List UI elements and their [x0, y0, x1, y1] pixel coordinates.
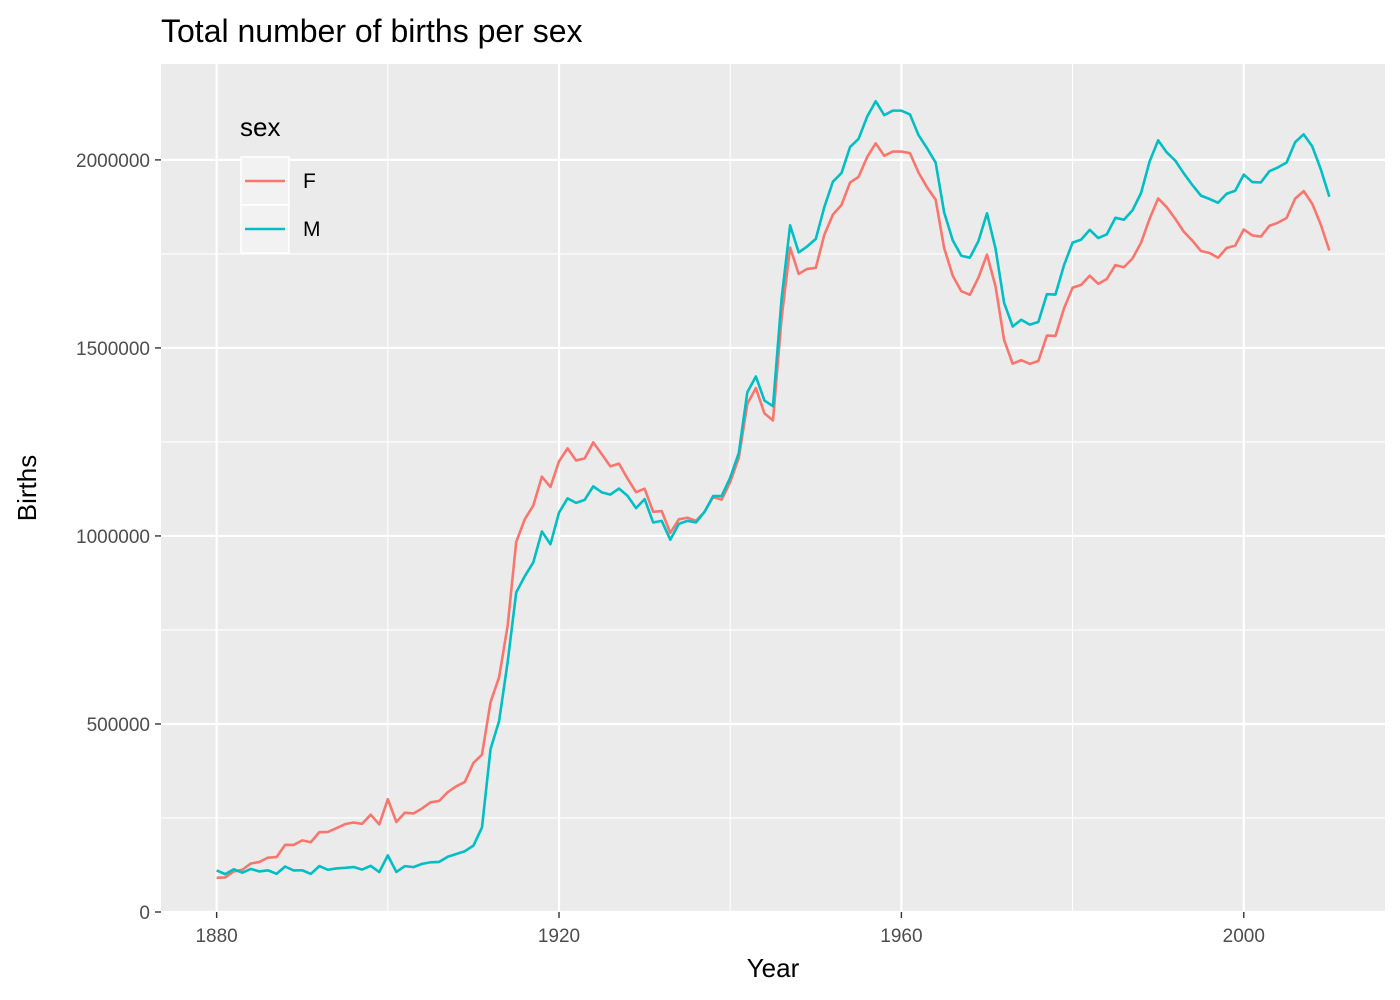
legend: sex F M [240, 112, 321, 254]
series-line-F [216, 142, 1331, 880]
y-tick-label: 0 [139, 903, 150, 924]
y-tick-label: 2000000 [76, 151, 150, 172]
plot-panel [161, 64, 1385, 912]
legend-title: sex [240, 112, 280, 142]
legend-label-M: M [303, 218, 321, 241]
x-tick-label: 1960 [880, 926, 922, 947]
y-tick-label: 1500000 [76, 339, 150, 360]
series-layer [216, 99, 1331, 880]
chart-title: Total number of births per sex [161, 13, 583, 49]
x-tick-label: 1920 [538, 926, 580, 947]
series-line-M [216, 99, 1331, 876]
y-axis-title: Births [12, 455, 42, 521]
y-tick-label: 1000000 [76, 527, 150, 548]
grid-lines [161, 64, 1385, 914]
axes: 1880 1920 1960 2000 0 500000 1000000 1500000 200… [76, 151, 1265, 947]
x-tick-label: 2000 [1223, 926, 1265, 947]
x-axis-title: Year [747, 953, 800, 983]
legend-label-F: F [303, 170, 316, 193]
y-tick-label: 500000 [87, 715, 150, 736]
x-tick-label: 1880 [195, 926, 237, 947]
